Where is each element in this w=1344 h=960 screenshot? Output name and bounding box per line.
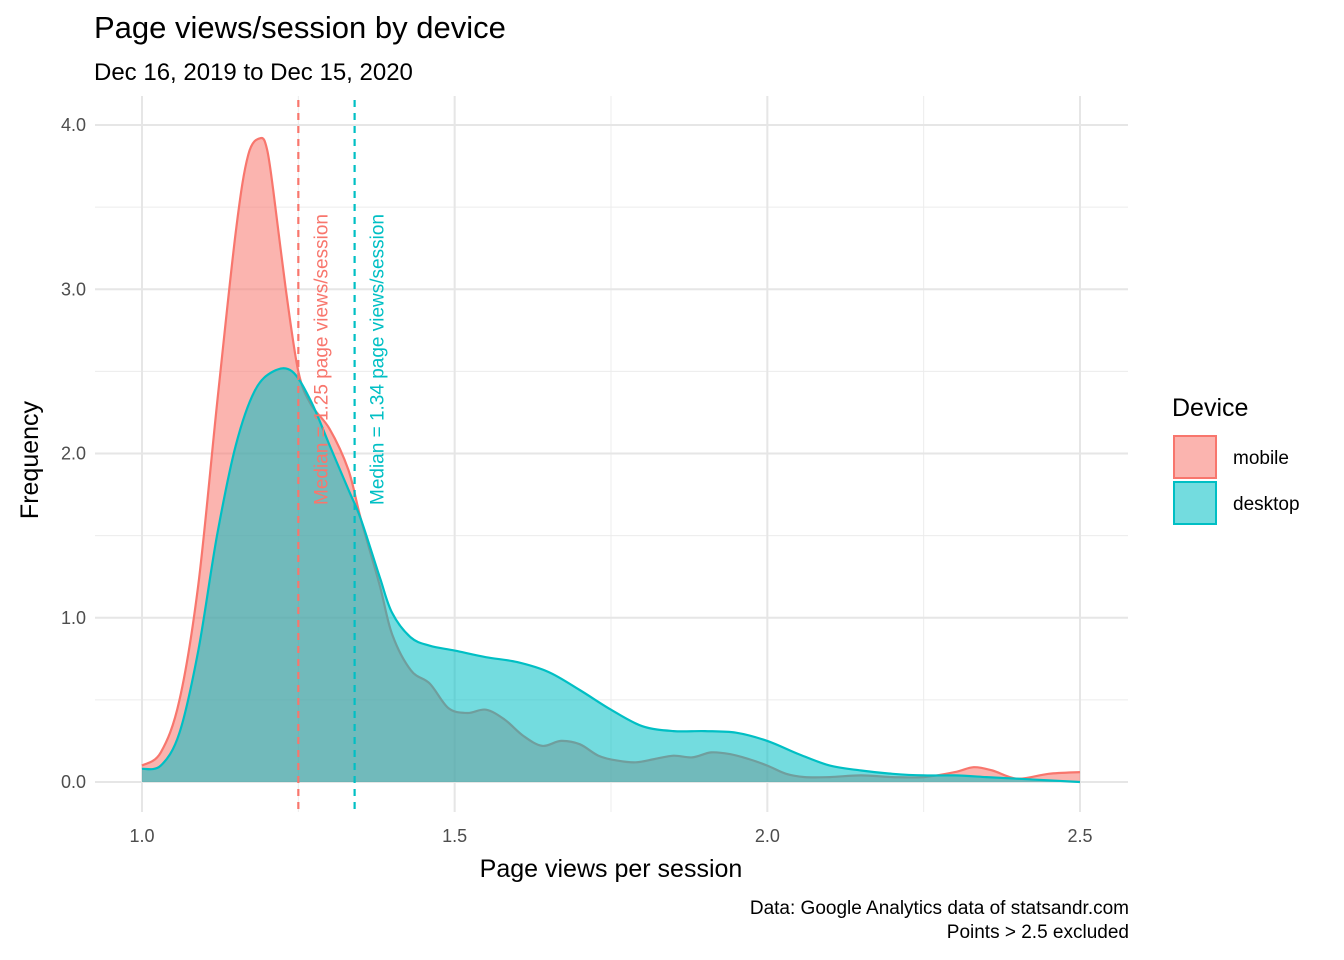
chart-subtitle: Dec 16, 2019 to Dec 15, 2020 [94, 59, 413, 86]
y-tick-label: 2.0 [61, 444, 86, 464]
x-axis-title: Page views per session [480, 855, 743, 883]
median-annotation-mobile: Median = 1.25 page views/session [311, 214, 332, 505]
legend: Device mobile desktop [1172, 394, 1300, 525]
y-axis-ticks: 0.0 1.0 2.0 3.0 4.0 [61, 115, 86, 792]
y-tick-label: 0.0 [61, 772, 86, 792]
x-axis-ticks: 1.0 1.5 2.0 2.5 [129, 826, 1092, 846]
density-line-desktop [141, 367, 1081, 784]
y-tick-label: 3.0 [61, 279, 86, 299]
median-annotations: Median = 1.25 page views/session Median =… [311, 214, 388, 505]
y-axis-title: Frequency [16, 400, 44, 519]
chart-title: Page views/session by device [94, 10, 506, 45]
legend-key-desktop [1173, 481, 1217, 525]
legend-label-mobile: mobile [1233, 448, 1289, 469]
legend-title: Device [1172, 394, 1248, 422]
x-tick-label: 1.0 [129, 826, 154, 846]
density-areas [141, 136, 1081, 784]
legend-label-desktop: desktop [1233, 494, 1300, 515]
y-tick-label: 1.0 [61, 608, 86, 628]
x-tick-label: 2.0 [755, 826, 780, 846]
y-tick-label: 4.0 [61, 115, 86, 135]
legend-key-mobile [1173, 435, 1217, 479]
median-annotation-desktop: Median = 1.34 page views/session [368, 214, 389, 505]
x-tick-label: 2.5 [1067, 826, 1092, 846]
x-tick-label: 1.5 [442, 826, 467, 846]
caption-note: Points > 2.5 excluded [946, 922, 1129, 943]
density-area-desktop [142, 368, 1080, 782]
caption-source: Data: Google Analytics data of statsandr… [749, 898, 1129, 919]
median-lines [297, 100, 356, 812]
